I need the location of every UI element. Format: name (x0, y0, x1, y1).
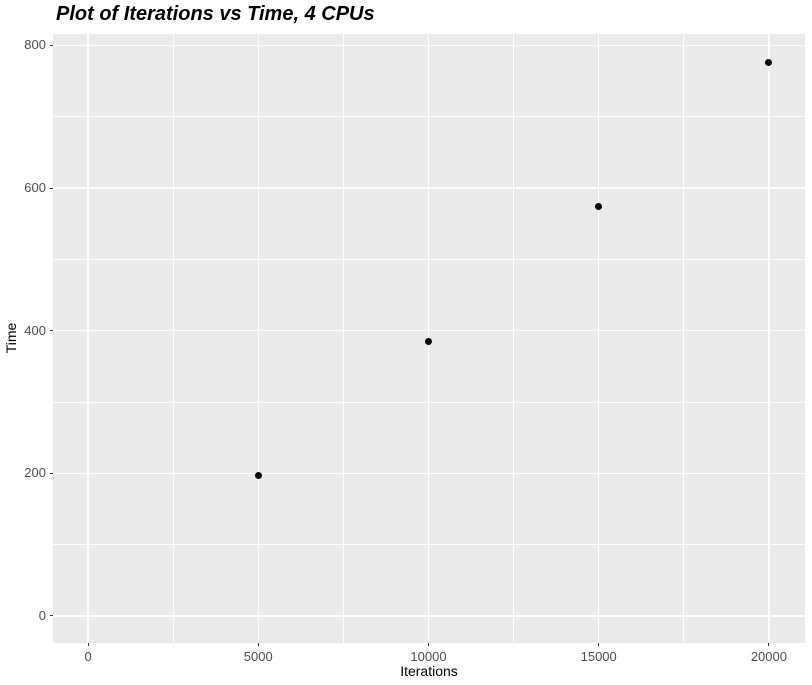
y-major-gridline (53, 44, 805, 47)
x-minor-gridline (172, 34, 174, 643)
x-minor-gridline (683, 34, 685, 643)
data-point (424, 337, 432, 345)
y-tick-label: 200 (24, 465, 46, 481)
x-axis-title: Iterations (400, 663, 458, 679)
data-point (765, 59, 773, 67)
y-tick-label: 0 (38, 607, 46, 623)
x-tick-mark (257, 643, 259, 646)
x-tick-label: 5000 (243, 649, 273, 664)
y-tick-label: 600 (24, 180, 46, 196)
x-tick-mark (768, 643, 770, 646)
data-point (254, 471, 262, 479)
y-tick-mark (50, 615, 53, 617)
x-major-gridline (768, 34, 770, 643)
chart-title: Plot of Iterations vs Time, 4 CPUs (56, 3, 375, 25)
x-tick-label: 15000 (580, 649, 617, 664)
x-tick-label: 0 (84, 649, 92, 664)
x-major-gridline (87, 34, 89, 643)
x-tick-mark (598, 643, 600, 646)
data-point (595, 203, 603, 211)
x-minor-gridline (513, 34, 514, 643)
x-major-gridline (257, 34, 260, 643)
x-tick-label: 10000 (410, 649, 447, 664)
x-minor-gridline (342, 34, 344, 643)
y-tick-mark (50, 330, 53, 332)
y-tick-mark (50, 472, 53, 474)
y-tick-mark (50, 44, 53, 46)
y-major-gridline (53, 615, 805, 617)
x-tick-mark (87, 643, 89, 646)
x-major-gridline (597, 34, 600, 643)
y-tick-label: 800 (24, 37, 46, 53)
y-major-gridline (53, 329, 805, 332)
y-major-gridline (53, 187, 805, 189)
y-major-gridline (53, 472, 805, 475)
x-tick-mark (427, 643, 429, 646)
y-tick-label: 400 (24, 322, 46, 338)
plot-panel (53, 34, 805, 643)
y-tick-mark (50, 187, 53, 189)
x-tick-label: 20000 (750, 649, 787, 664)
